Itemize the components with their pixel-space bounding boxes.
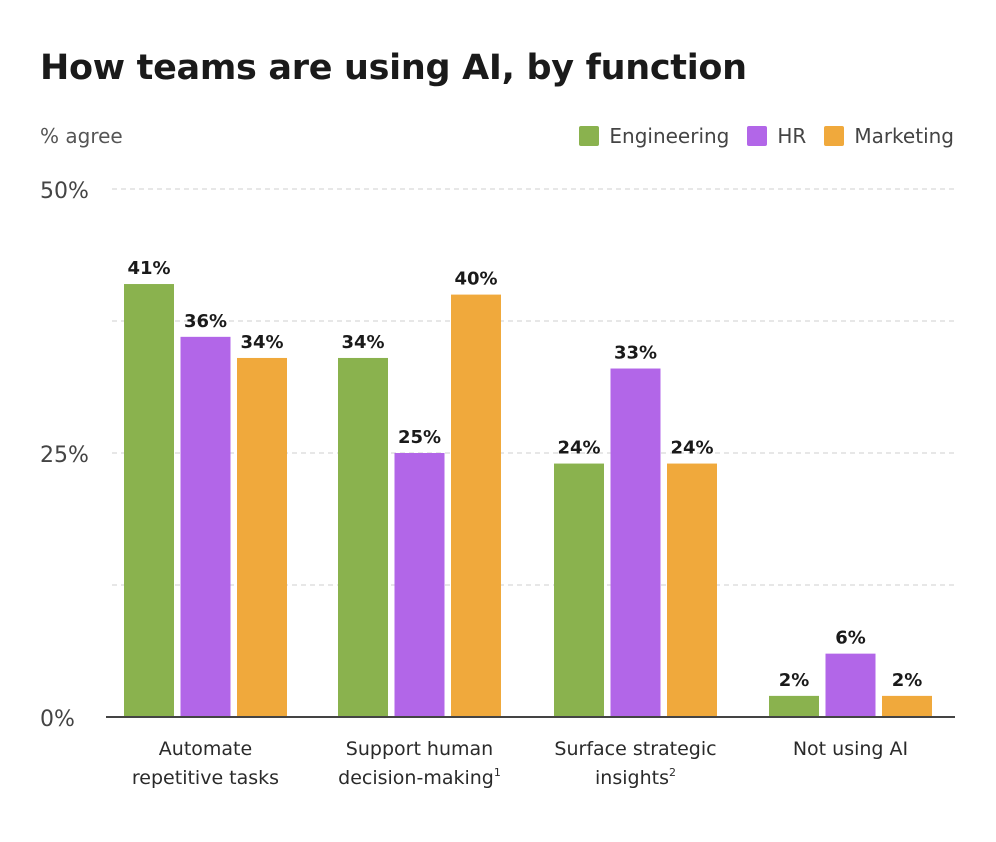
data-label: 24% bbox=[557, 438, 600, 459]
footnote-marker: 2 bbox=[669, 766, 676, 779]
bar-engineering bbox=[769, 695, 819, 717]
x-tick-label: decision-making1 bbox=[338, 766, 501, 789]
data-label: 34% bbox=[341, 332, 384, 353]
bar-engineering bbox=[124, 284, 174, 717]
x-tick-label: Support human bbox=[346, 738, 493, 760]
bar-engineering bbox=[554, 463, 604, 717]
data-label: 41% bbox=[127, 258, 170, 279]
bar-engineering bbox=[338, 357, 388, 717]
data-label: 24% bbox=[670, 438, 713, 459]
legend-item-engineering: Engineering bbox=[579, 124, 729, 148]
legend-item-hr: HR bbox=[747, 124, 806, 148]
bar-marketing bbox=[237, 357, 287, 717]
bar-marketing bbox=[882, 695, 932, 717]
legend-label: HR bbox=[777, 124, 807, 148]
bar-marketing bbox=[667, 463, 717, 717]
bar-marketing bbox=[451, 294, 501, 717]
data-label: 25% bbox=[398, 427, 441, 448]
legend-label: Marketing bbox=[854, 124, 954, 148]
data-label: 40% bbox=[454, 269, 497, 290]
data-label: 6% bbox=[835, 628, 866, 649]
y-tick-label: 25% bbox=[40, 443, 89, 468]
data-label: 36% bbox=[184, 311, 227, 332]
footnote-marker: 1 bbox=[494, 766, 501, 779]
legend-swatch bbox=[824, 126, 845, 146]
x-tick-label-text: insights bbox=[595, 767, 669, 789]
x-tick-label: Automate bbox=[159, 738, 252, 760]
data-label: 34% bbox=[240, 332, 283, 353]
bar-hr bbox=[394, 453, 445, 717]
legend: Engineering HR Marketing bbox=[561, 124, 954, 148]
chart-title: How teams are using AI, by function bbox=[40, 48, 747, 88]
data-label: 2% bbox=[892, 670, 923, 691]
x-tick-label: insights2 bbox=[595, 766, 676, 789]
bar-hr bbox=[825, 653, 876, 717]
y-tick-label: 50% bbox=[40, 179, 89, 204]
legend-swatch bbox=[579, 126, 600, 146]
y-tick-label: 0% bbox=[40, 707, 75, 732]
data-label: 2% bbox=[779, 670, 810, 691]
x-tick-label: Not using AI bbox=[793, 738, 908, 760]
legend-item-marketing: Marketing bbox=[824, 124, 954, 148]
bar-hr bbox=[180, 336, 231, 717]
legend-swatch bbox=[747, 126, 768, 146]
x-tick-label: Surface strategic bbox=[554, 738, 716, 760]
x-tick-label-text: repetitive tasks bbox=[132, 767, 279, 789]
bar-hr bbox=[610, 368, 661, 717]
y-axis-label: % agree bbox=[40, 124, 123, 148]
data-label: 33% bbox=[614, 343, 657, 364]
x-tick-label-text: decision-making bbox=[338, 767, 494, 789]
legend-label: Engineering bbox=[609, 124, 730, 148]
x-tick-label: repetitive tasks bbox=[132, 767, 279, 789]
